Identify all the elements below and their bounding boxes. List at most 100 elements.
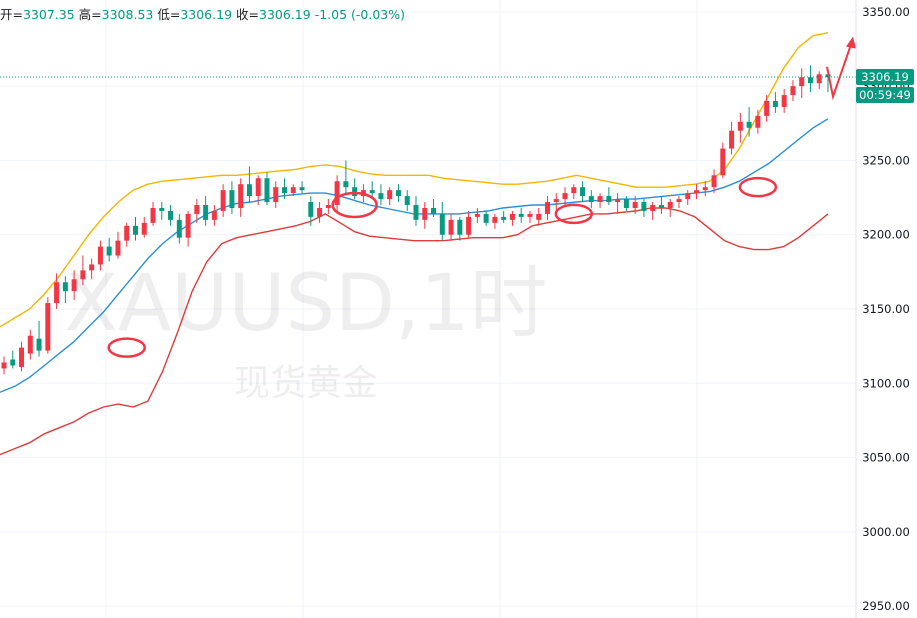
candle-body bbox=[685, 193, 691, 200]
annotation-circle bbox=[331, 191, 378, 219]
candle-body bbox=[159, 207, 165, 211]
candle-body bbox=[255, 178, 261, 197]
candle-body bbox=[676, 199, 682, 203]
high-value: 3308.53 bbox=[101, 7, 154, 22]
candle-body bbox=[658, 205, 664, 208]
candle-body bbox=[737, 121, 743, 131]
candlestick-series bbox=[1, 65, 831, 375]
candle-body bbox=[36, 338, 42, 351]
candle-body bbox=[290, 187, 296, 194]
candle-body bbox=[71, 279, 77, 292]
candle-body bbox=[343, 181, 349, 188]
candle-body bbox=[597, 196, 603, 203]
candle-body bbox=[246, 184, 252, 197]
candle-body bbox=[387, 190, 393, 200]
candle-body bbox=[457, 219, 463, 235]
candle-body bbox=[334, 181, 340, 206]
watermark-symbol: XAUUSD,1时 bbox=[65, 259, 548, 349]
candle-body bbox=[729, 130, 735, 149]
candle-body bbox=[483, 213, 489, 223]
candle-body bbox=[10, 359, 16, 366]
candle-body bbox=[799, 77, 805, 87]
candle-body bbox=[492, 216, 498, 223]
candle-body bbox=[395, 190, 401, 197]
candle-body bbox=[527, 213, 533, 217]
candle-body bbox=[623, 199, 629, 208]
annotation-arrow-head bbox=[846, 36, 856, 49]
close-label: 收= bbox=[236, 7, 259, 22]
symbol-watermark: XAUUSD,1时 现货黄金 bbox=[65, 259, 548, 404]
candle-body bbox=[308, 202, 314, 217]
candle-body bbox=[544, 202, 550, 214]
candle-body bbox=[27, 335, 33, 354]
candle-body bbox=[501, 216, 507, 220]
candle-body bbox=[746, 121, 752, 128]
change-percent: (-0.03%) bbox=[351, 7, 405, 22]
candle-body bbox=[220, 190, 226, 211]
candle-body bbox=[97, 246, 103, 265]
candle-body bbox=[694, 190, 700, 194]
price-tick-label: 3000.00 bbox=[862, 525, 910, 539]
candle-body bbox=[203, 205, 209, 220]
price-tick-label: 3200.00 bbox=[862, 228, 910, 242]
candle-body bbox=[711, 175, 717, 188]
candle-body bbox=[439, 213, 445, 235]
bollinger-bands bbox=[0, 32, 829, 456]
candle-body bbox=[764, 101, 770, 116]
candle-body bbox=[185, 213, 191, 238]
candle-body bbox=[667, 202, 673, 208]
candle-body bbox=[176, 219, 182, 238]
chart-grid bbox=[0, 0, 856, 618]
annotation-circle bbox=[107, 337, 146, 358]
candle-body bbox=[62, 282, 68, 292]
candle-body bbox=[448, 219, 454, 235]
candle-body bbox=[615, 199, 621, 203]
candle-body bbox=[1, 362, 7, 369]
candle-body bbox=[781, 95, 787, 107]
candle-body bbox=[229, 190, 235, 208]
candle-body bbox=[54, 282, 60, 304]
candle-body bbox=[168, 210, 174, 220]
candle-body bbox=[571, 187, 577, 194]
bollinger-lower-line bbox=[0, 207, 829, 456]
candle-body bbox=[317, 207, 323, 217]
price-axis[interactable]: 3350.003300.003250.003200.003150.003100.… bbox=[855, 0, 910, 618]
close-value: 3306.19 bbox=[259, 7, 311, 22]
candle-body bbox=[580, 187, 586, 197]
candle-body bbox=[790, 86, 796, 96]
candle-body bbox=[325, 205, 331, 208]
candle-body bbox=[115, 240, 121, 256]
candle-body bbox=[606, 196, 612, 203]
candle-body bbox=[588, 196, 594, 203]
candle-body bbox=[720, 148, 726, 176]
candle-body bbox=[509, 213, 515, 220]
candle-body bbox=[369, 190, 375, 194]
candle-body bbox=[19, 347, 25, 367]
change-value: -1.05 bbox=[314, 7, 348, 22]
candle-body bbox=[141, 222, 147, 235]
candle-body bbox=[264, 178, 270, 203]
candle-body bbox=[422, 207, 428, 220]
candle-body bbox=[413, 205, 419, 220]
price-tick-label: 2950.00 bbox=[862, 599, 910, 613]
candle-body bbox=[299, 187, 305, 191]
open-value: 3307.35 bbox=[22, 7, 75, 22]
price-tick-label: 3150.00 bbox=[862, 302, 910, 316]
candle-body bbox=[132, 225, 138, 235]
candle-body bbox=[518, 213, 524, 217]
candle-body bbox=[150, 207, 156, 223]
open-label: 开= bbox=[0, 7, 23, 22]
candle-body bbox=[378, 193, 384, 200]
candle-body bbox=[641, 202, 647, 211]
candle-body bbox=[45, 303, 51, 351]
watermark-name: 现货黄金 bbox=[234, 363, 378, 404]
candle-body bbox=[238, 184, 244, 208]
annotation-circle bbox=[554, 203, 594, 225]
low-label: 低= bbox=[157, 7, 181, 22]
candle-body bbox=[80, 270, 86, 280]
last-price-tag: 3306.19 bbox=[856, 68, 914, 85]
candle-body bbox=[650, 205, 656, 211]
low-value: 3306.19 bbox=[180, 7, 233, 22]
candle-body bbox=[772, 101, 778, 107]
